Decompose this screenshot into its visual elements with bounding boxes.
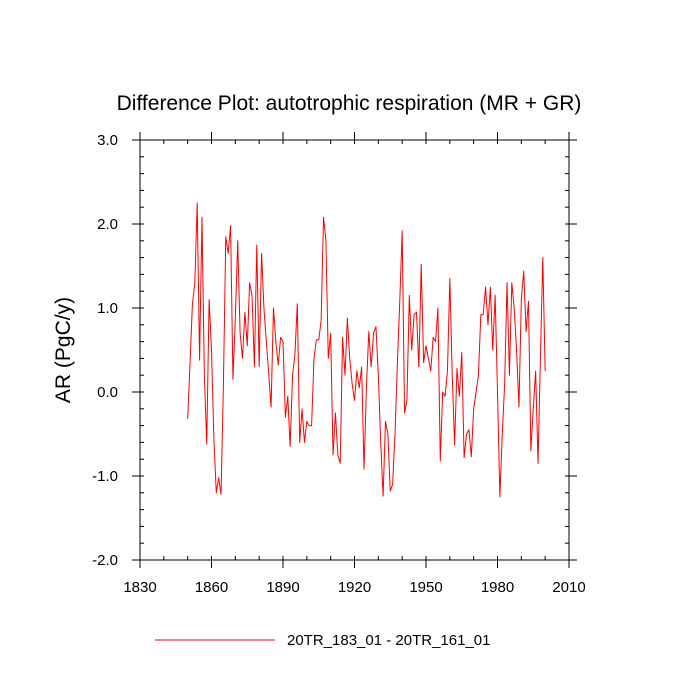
y-tick-label: 1.0 [97, 300, 118, 317]
x-tick-label: 1860 [195, 579, 228, 596]
legend: 20TR_183_01 - 20TR_161_01 [155, 632, 490, 649]
legend-label: 20TR_183_01 - 20TR_161_01 [287, 632, 490, 649]
chart-title: Difference Plot: autotrophic respiration… [117, 92, 582, 115]
x-tick-label: 1890 [266, 579, 299, 596]
x-axis: 1830 1860 1890 1920 1950 1980 2010 [123, 132, 586, 596]
minor-ticks [139, 139, 570, 561]
y-tick-label: -1.0 [92, 468, 118, 485]
x-tick-label: 1920 [338, 579, 371, 596]
y-axis-label: AR (PgC/y) [52, 297, 75, 403]
y-tick-label: -2.0 [92, 552, 118, 569]
y-tick-label: 2.0 [97, 216, 118, 233]
x-tick-label: 1980 [481, 579, 514, 596]
x-tick-label: 2010 [552, 579, 585, 596]
y-axis: -2.0 -1.0 0.0 1.0 2.0 3.0 [92, 132, 577, 569]
y-tick-label: 0.0 [97, 384, 118, 401]
series-layer [187, 202, 546, 498]
x-tick-label: 1950 [409, 579, 442, 596]
x-tick-label: 1830 [123, 579, 156, 596]
series-line [187, 202, 546, 498]
y-tick-label: 3.0 [97, 132, 118, 149]
